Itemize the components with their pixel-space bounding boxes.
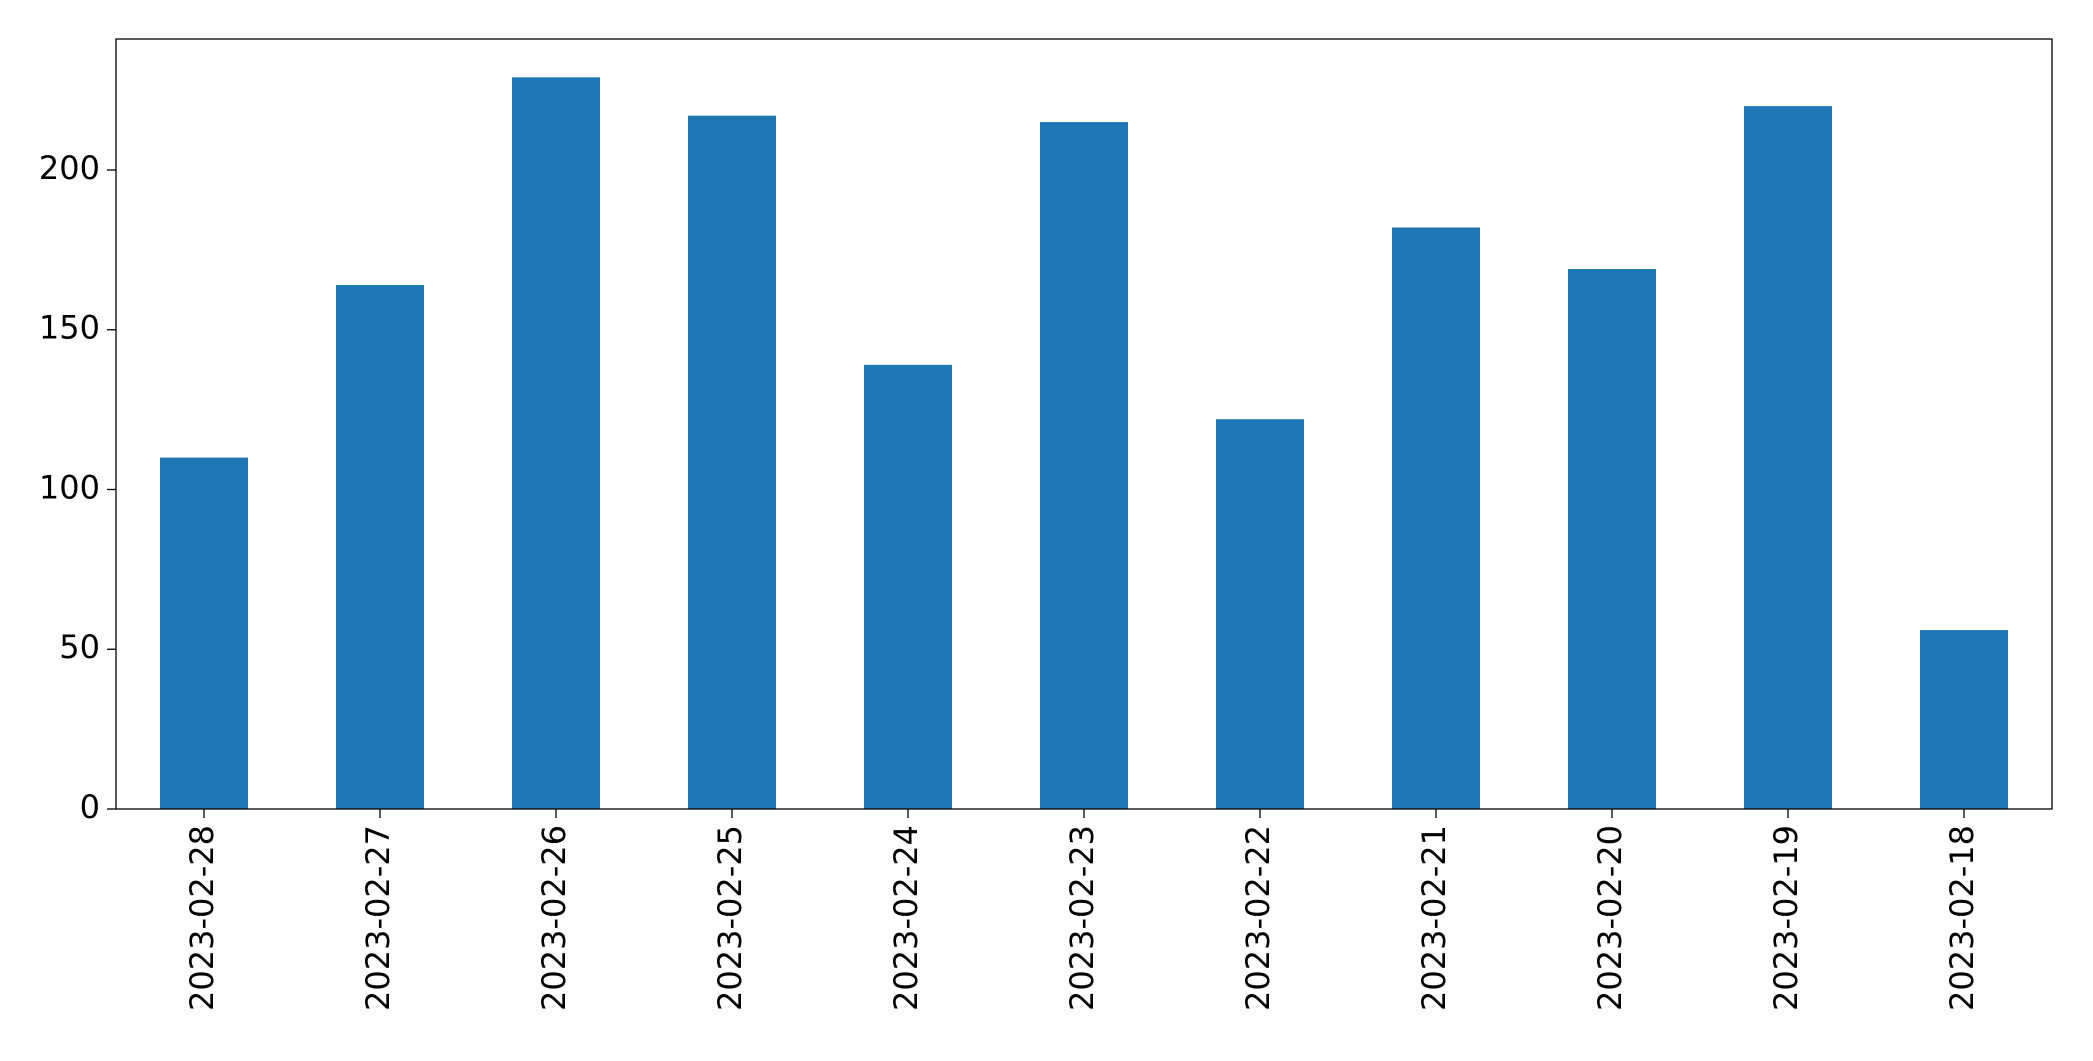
plot-frame — [115, 38, 2053, 810]
x-tick-label: 2023-02-26 — [535, 825, 573, 1011]
bar — [1040, 122, 1128, 809]
y-tick-label: 150 — [39, 309, 100, 347]
y-tick-label: 0 — [80, 788, 100, 826]
bar — [336, 285, 424, 809]
bar — [512, 77, 600, 809]
x-tick-label: 2023-02-19 — [1767, 825, 1805, 1011]
x-tick-label: 2023-02-23 — [1063, 825, 1101, 1011]
bar — [1392, 227, 1480, 809]
bar — [688, 115, 776, 810]
x-tick-label: 2023-02-20 — [1591, 825, 1629, 1011]
bar — [1568, 269, 1656, 809]
x-tick-label: 2023-02-22 — [1239, 825, 1277, 1011]
y-tick-label: 200 — [39, 149, 100, 187]
x-tick-label: 2023-02-24 — [887, 825, 925, 1011]
y-tick-label: 100 — [39, 468, 100, 506]
x-tick-label: 2023-02-25 — [711, 825, 749, 1011]
bar — [1920, 630, 2008, 809]
bar — [864, 364, 952, 809]
bar — [1216, 419, 1304, 809]
bar — [160, 457, 248, 809]
x-tick-label: 2023-02-27 — [359, 825, 397, 1011]
x-tick-label: 2023-02-21 — [1415, 825, 1453, 1011]
y-tick-label: 50 — [59, 628, 100, 666]
x-tick-label: 2023-02-28 — [183, 825, 221, 1011]
bar — [1744, 106, 1832, 809]
x-tick-label: 2023-02-18 — [1943, 825, 1981, 1011]
